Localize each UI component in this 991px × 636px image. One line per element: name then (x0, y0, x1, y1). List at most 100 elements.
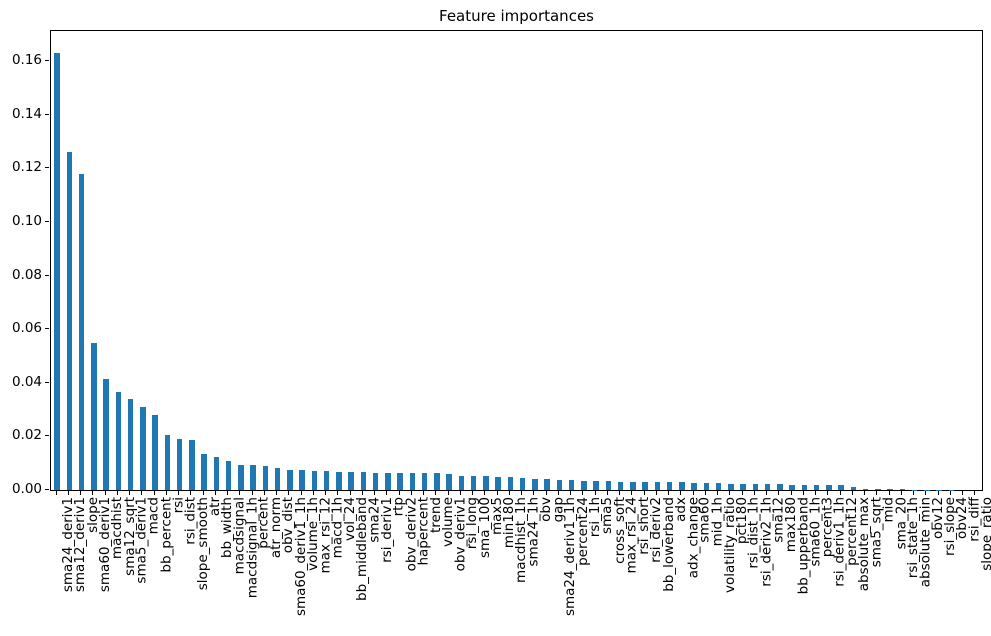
y-tick-mark (45, 60, 49, 62)
x-tick-mark (116, 491, 118, 495)
bar-min180 (495, 477, 501, 490)
x-tick-mark (129, 491, 131, 495)
bar-volume (434, 473, 440, 490)
x-tick-mark (766, 491, 768, 495)
x-tick-mark (361, 491, 363, 495)
x-tick-mark (300, 491, 302, 495)
bar-rsi_state_1h (899, 489, 906, 490)
x-tick-mark (839, 491, 841, 495)
bar-sma24_deriv1_1h (556, 479, 563, 490)
x-tick-mark (80, 491, 82, 495)
y-tick-mark (45, 220, 49, 222)
x-tick-mark (386, 491, 388, 495)
bar-sma5_sqrt (862, 488, 869, 490)
bar-sma60_deriv1_1h (287, 470, 293, 490)
bar-rtp (385, 472, 391, 490)
y-tick-mark (45, 113, 49, 115)
bar-atr (201, 454, 207, 490)
bar-macd_1h (323, 471, 330, 490)
bar-rsi_short (630, 481, 636, 490)
bar-vol_24 (336, 471, 342, 490)
x-tick-mark (631, 491, 633, 495)
bar-sma12_sqrt (115, 392, 122, 490)
x-tick-mark (398, 491, 400, 495)
bar-slope (78, 173, 85, 490)
bar-obv (532, 478, 538, 490)
bar-sma60_1h (801, 484, 808, 490)
bar-rsi_deriv1_1h (826, 485, 832, 490)
bar-rsi_long (458, 475, 465, 490)
bar-max_rsi_12 (311, 470, 318, 490)
x-tick-mark (717, 491, 719, 495)
x-tick-mark (729, 491, 731, 495)
bar-pct180 (728, 483, 734, 490)
bar-macdsignal (225, 460, 232, 490)
bar-percent3 (813, 484, 820, 490)
x-tick-mark (900, 491, 902, 495)
x-tick-label: slope_ratio (978, 497, 991, 571)
bar-macd (140, 406, 146, 490)
x-tick-mark (153, 491, 155, 495)
x-tick-mark (67, 491, 69, 495)
x-tick-mark (692, 491, 694, 495)
x-tick-mark (435, 491, 437, 495)
x-tick-mark (496, 491, 498, 495)
x-tick-mark (753, 491, 755, 495)
bar-percent24 (568, 480, 575, 490)
x-tick-mark (655, 491, 657, 495)
bar-gap (544, 479, 550, 490)
x-tick-mark (141, 491, 143, 495)
x-tick-mark (165, 491, 167, 495)
bar-adx (666, 482, 673, 490)
bar-sma_100 (470, 475, 477, 490)
bar-sma24_1h (519, 478, 526, 490)
bar-mid_1h (703, 483, 710, 490)
y-tick-mark (45, 489, 49, 490)
bar-obv_deriv1 (446, 473, 452, 490)
x-tick-mark (802, 491, 804, 495)
bar-bb_width (213, 457, 220, 490)
x-tick-mark (337, 491, 339, 495)
x-tick-mark (312, 491, 314, 495)
bar-rsi_deriv2_1h (752, 484, 759, 490)
bar-rsi_dist (176, 439, 183, 490)
bar-slope_smooth (189, 440, 195, 490)
x-tick-mark (815, 491, 817, 495)
y-tick-label: 0.00 (11, 481, 42, 497)
x-tick-mark (619, 491, 621, 495)
x-tick-mark (227, 491, 229, 495)
bar-bb_upperband (789, 484, 795, 490)
x-tick-mark (594, 491, 596, 495)
y-tick-label: 0.04 (11, 373, 42, 390)
x-tick-mark (778, 491, 780, 495)
y-tick-label: 0.16 (11, 52, 42, 69)
bar-volatility_ratio (715, 483, 722, 490)
x-tick-mark (876, 491, 878, 495)
y-tick-label: 0.10 (11, 212, 42, 229)
y-tick-mark (45, 381, 49, 383)
bar-mid (875, 489, 881, 490)
x-tick-mark (239, 491, 241, 495)
x-tick-mark (325, 491, 327, 495)
x-tick-mark (447, 491, 449, 495)
x-tick-mark (582, 491, 584, 495)
x-tick-mark (521, 491, 523, 495)
x-tick-mark (484, 491, 486, 495)
x-tick-mark (104, 491, 106, 495)
x-tick-mark (533, 491, 535, 495)
bar-sma_20 (887, 489, 893, 490)
y-tick-label: 0.08 (11, 266, 42, 283)
bar-bb_lowerband (654, 482, 661, 490)
y-tick-label: 0.06 (11, 320, 42, 337)
bar-rsi (164, 435, 171, 490)
bar-obv_dist (274, 468, 281, 490)
plot-area (50, 30, 983, 491)
y-tick-mark (45, 274, 49, 276)
bar-macdhist (103, 378, 109, 490)
x-tick-mark (827, 491, 829, 495)
bar-bb_percent (152, 414, 158, 490)
x-tick-mark (888, 491, 890, 495)
bar-hapercent (409, 473, 416, 490)
bar-trend (421, 473, 428, 490)
